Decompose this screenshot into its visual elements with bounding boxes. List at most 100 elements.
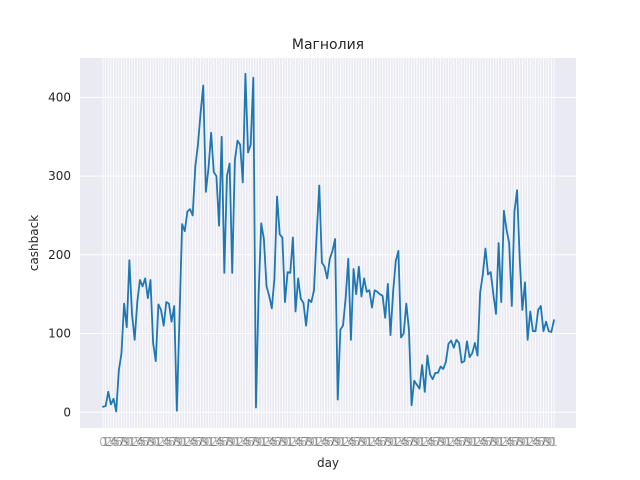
x-tick-label: 4 (294, 435, 302, 449)
x-tick-label: 5 (402, 435, 410, 449)
x-tick-label: 6 (194, 435, 202, 449)
x-tick-label: 9 (176, 435, 184, 449)
x-tick-label: 0 (389, 435, 397, 449)
x-tick-label: 8 (437, 435, 445, 449)
x-tick-label: 9 (439, 435, 447, 449)
x-tick-label: 4 (242, 435, 250, 449)
x-tick-label: 2 (289, 435, 297, 449)
x-tick-label: 5 (112, 435, 120, 449)
x-tick-label: 7 (434, 435, 442, 449)
x-tick-label: 2 (184, 435, 192, 449)
x-tick-label: 2 (263, 435, 271, 449)
x-tick-label: 4 (505, 435, 513, 449)
y-axis-label: cashback (27, 215, 41, 271)
x-tick-label: 5 (218, 435, 226, 449)
x-tick-label: 5 (191, 435, 199, 449)
x-tick-label: 5 (165, 435, 173, 449)
x-tick-label: 5 (297, 435, 305, 449)
x-tick-label: 8 (358, 435, 366, 449)
x-tick-label: 5 (482, 435, 490, 449)
x-tick-label: 9 (123, 435, 131, 449)
x-tick-label: 0 (548, 435, 556, 449)
x-tick-label: 1 (128, 435, 136, 449)
x-tick-label: 1 (313, 435, 321, 449)
x-tick-label: 5 (271, 435, 279, 449)
x-tick-label: 2 (447, 435, 455, 449)
x-tick-label: 9 (466, 435, 474, 449)
x-tick-label: 3 (529, 435, 537, 449)
x-tick-label: 2 (104, 435, 112, 449)
y-tick-label: 0 (63, 405, 71, 419)
x-tick-label: 8 (199, 435, 207, 449)
x-tick-label: 3 (107, 435, 115, 449)
x-tick-label: 7 (408, 435, 416, 449)
x-tick-label: 6 (221, 435, 229, 449)
x-tick-label: 6 (405, 435, 413, 449)
x-tick-label: 7 (381, 435, 389, 449)
x-tick-label: 7 (276, 435, 284, 449)
x-tick-label: 5 (323, 435, 331, 449)
x-tick-label: 3 (213, 435, 221, 449)
x-tick-label: 1 (471, 435, 479, 449)
x-tick-label: 8 (226, 435, 234, 449)
x-tick-label: 4 (136, 435, 144, 449)
x-tick-label: 3 (318, 435, 326, 449)
x-tick-label: 4 (426, 435, 434, 449)
x-tick-label: 4 (268, 435, 276, 449)
x-tick-label: 5 (139, 435, 147, 449)
x-tick-label: 1 (445, 435, 453, 449)
x-tick-label: 9 (519, 435, 527, 449)
x-tick-label: 3 (186, 435, 194, 449)
x-tick-label: 0 (521, 435, 529, 449)
x-tick-label: 3 (133, 435, 141, 449)
x-tick-label: 2 (421, 435, 429, 449)
x-tick-label: 0 (442, 435, 450, 449)
x-tick-label: 0 (284, 435, 292, 449)
x-tick-label: 3 (476, 435, 484, 449)
x-tick-label: 7 (329, 435, 337, 449)
x-tick-label: 5 (244, 435, 252, 449)
chart-title: Магнолия (292, 37, 364, 53)
y-tick-labels: 0 100 200 300 400 (48, 90, 71, 419)
x-tick-label: 8 (173, 435, 181, 449)
x-tick-label: 8 (410, 435, 418, 449)
x-tick-label: 1 (260, 435, 268, 449)
x-tick-label: 1 (418, 435, 426, 449)
series-line (102, 72, 555, 413)
x-tick-label: 5 (534, 435, 542, 449)
x-tick-label: 7 (487, 435, 495, 449)
x-tick-label: 5 (376, 435, 384, 449)
x-tick-label: 9 (255, 435, 263, 449)
x-tick-label: 3 (503, 435, 511, 449)
x-tick-label: 5 (508, 435, 516, 449)
y-tick-label: 200 (48, 248, 71, 262)
x-tick-label: 1 (366, 435, 374, 449)
x-tick-label: 3 (450, 435, 458, 449)
x-tick-label: 8 (516, 435, 524, 449)
x-tick-label: 7 (118, 435, 126, 449)
x-tick-label: 4 (215, 435, 223, 449)
x-tick-label: 4 (110, 435, 118, 449)
x-tick-label: 6 (141, 435, 149, 449)
x-tick-label: 3 (371, 435, 379, 449)
x-tick-label: 2 (526, 435, 534, 449)
x-tick-label: 4 (162, 435, 170, 449)
x-tick-label: 8 (279, 435, 287, 449)
x-tick-label: 3 (265, 435, 273, 449)
x-tick-label: 0 (495, 435, 503, 449)
x-tick-label: 9 (387, 435, 395, 449)
x-tick-label: 2 (210, 435, 218, 449)
x-tick-label: 7 (197, 435, 205, 449)
x-tick-label: 4 (347, 435, 355, 449)
x-tick-label: 3 (397, 435, 405, 449)
x-tick-label: 8 (252, 435, 260, 449)
x-tick-label: 4 (479, 435, 487, 449)
x-tick-label: 0 (257, 435, 265, 449)
x-tick-label: 2 (342, 435, 350, 449)
x-tick-label: 5 (350, 435, 358, 449)
x-axis-label: day (317, 456, 339, 470)
x-tick-label: 2 (157, 435, 165, 449)
x-tick-label: 8 (147, 435, 155, 449)
x-tick-label: 5 (429, 435, 437, 449)
y-tick-label: 400 (48, 90, 71, 104)
